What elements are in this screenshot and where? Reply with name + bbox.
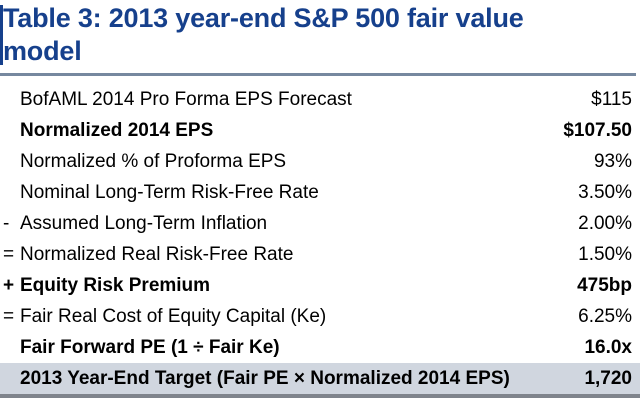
row-value: 1,720	[584, 367, 632, 389]
row-label: Assumed Long-Term Inflation	[20, 212, 268, 234]
table-row: = Normalized Real Risk-Free Rate 1.50%	[0, 239, 640, 270]
table-row: Normalized 2014 EPS $107.50	[0, 115, 640, 146]
left-crop-artifact	[0, 5, 3, 65]
row-operator-symbol: =	[3, 305, 15, 327]
row-value: 93%	[593, 150, 632, 172]
row-value: 6.25%	[578, 305, 632, 327]
row-label: Normalized 2014 EPS	[20, 119, 214, 141]
row-label: Nominal Long-Term Risk-Free Rate	[20, 181, 319, 203]
table-row: Nominal Long-Term Risk-Free Rate 3.50%	[0, 177, 640, 208]
row-label: 2013 Year-End Target (Fair PE × Normaliz…	[20, 367, 510, 389]
row-label: Equity Risk Premium	[20, 274, 211, 296]
title-divider-rule	[0, 73, 636, 76]
row-label: Fair Forward PE (1 ÷ Fair Ke)	[20, 336, 280, 358]
table-row: = Fair Real Cost of Equity Capital (Ke) …	[0, 301, 640, 332]
row-label: Normalized % of Proforma EPS	[20, 150, 287, 172]
row-operator-symbol: +	[3, 274, 15, 296]
table-bottom-edge	[0, 394, 640, 398]
table-row: + Equity Risk Premium 475bp	[0, 270, 640, 301]
table-row: 2013 Year-End Target (Fair PE × Normaliz…	[0, 363, 640, 394]
row-value: 3.50%	[578, 181, 632, 203]
row-value: $107.50	[563, 119, 632, 141]
row-label: BofAML 2014 Pro Forma EPS Forecast	[20, 88, 352, 110]
row-operator-symbol: =	[3, 243, 15, 265]
table-title: Table 3: 2013 year-end S&P 500 fair valu…	[0, 0, 640, 68]
table-title-line-2: model	[3, 36, 82, 66]
table-row: Fair Forward PE (1 ÷ Fair Ke) 16.0x	[0, 332, 640, 363]
fair-value-table: BofAML 2014 Pro Forma EPS Forecast $115 …	[0, 84, 640, 394]
table-row: - Assumed Long-Term Inflation 2.00%	[0, 208, 640, 239]
row-value: $115	[591, 88, 632, 110]
row-value: 16.0x	[584, 336, 632, 358]
row-value: 1.50%	[578, 243, 632, 265]
row-value: 2.00%	[578, 212, 632, 234]
table-row: BofAML 2014 Pro Forma EPS Forecast $115	[0, 84, 640, 115]
row-label: Normalized Real Risk-Free Rate	[20, 243, 294, 265]
table-row: Normalized % of Proforma EPS 93%	[0, 146, 640, 177]
row-label: Fair Real Cost of Equity Capital (Ke)	[20, 305, 327, 327]
row-value: 475bp	[577, 274, 632, 296]
table-title-line-1: Table 3: 2013 year-end S&P 500 fair valu…	[3, 3, 524, 33]
row-operator-symbol: -	[3, 212, 10, 234]
